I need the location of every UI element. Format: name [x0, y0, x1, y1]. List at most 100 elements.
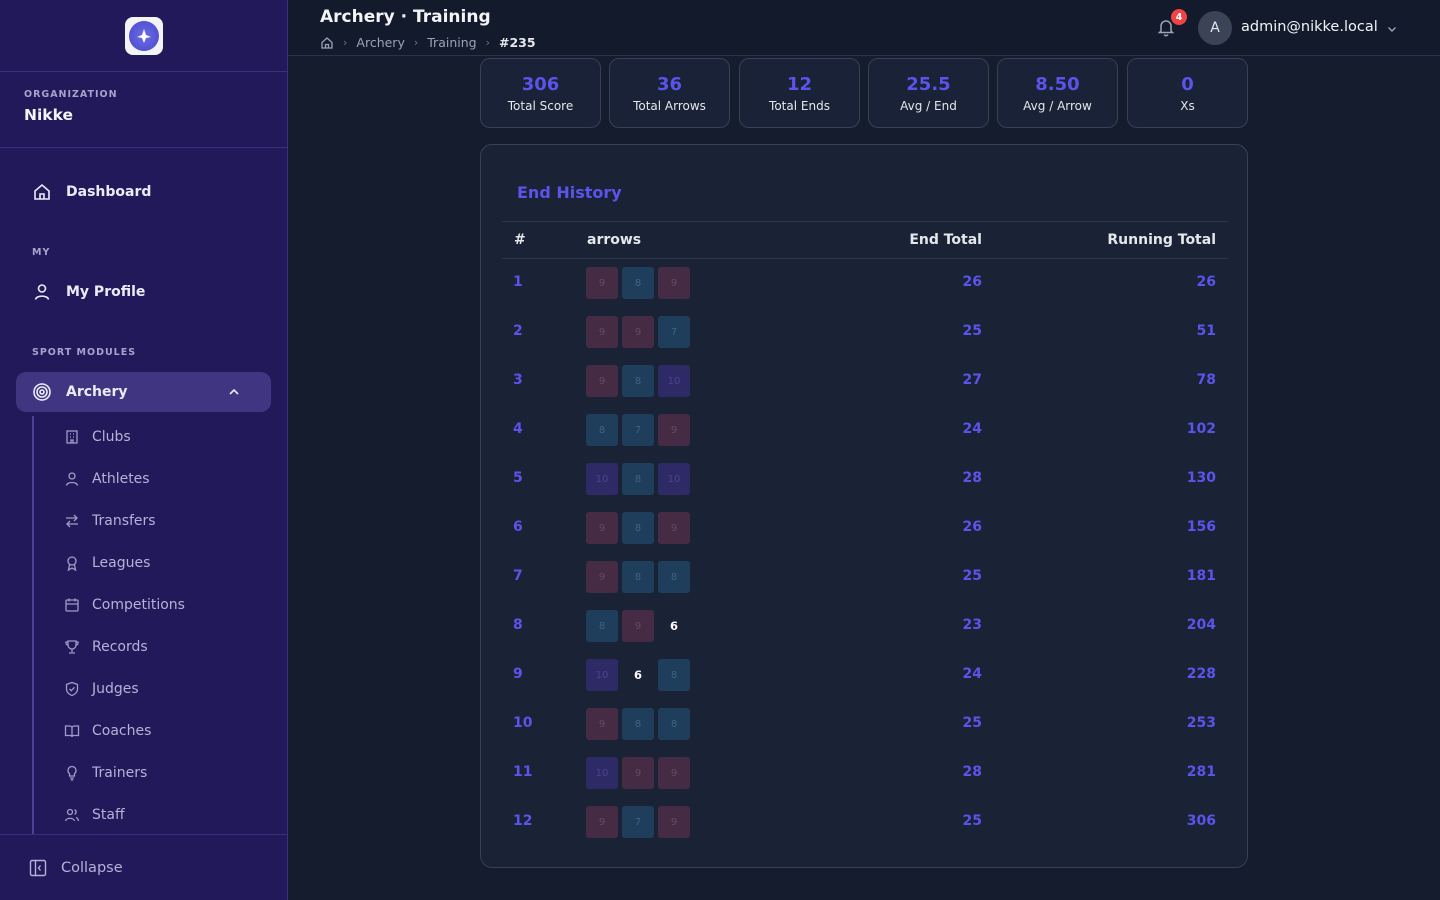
target-icon — [33, 383, 51, 401]
arrow-score-chip: 6 — [633, 668, 642, 682]
notification-badge: 4 — [1171, 9, 1187, 25]
transfer-arrows-icon — [66, 514, 78, 528]
arrow-score-chip: 10 — [658, 463, 690, 495]
table-row: 8 8 9 6 23 204 — [502, 602, 1228, 651]
sidebar: ORGANIZATION Nikke Dashboard MY My Profi… — [0, 0, 288, 900]
users-icon — [64, 808, 80, 822]
end-total: 25 — [962, 323, 982, 339]
table-row: 11 10 9 9 28 281 — [502, 749, 1228, 798]
card-title: End History — [517, 183, 622, 202]
row-number: 11 — [513, 764, 533, 780]
arrow-scores: 9 8 10 — [586, 365, 694, 397]
home-icon[interactable] — [320, 36, 334, 50]
arrow-score-chip: 8 — [622, 512, 654, 544]
breadcrumb-separator: › — [343, 36, 348, 49]
stat-label: Xs — [1180, 99, 1195, 113]
breadcrumb-training[interactable]: Training — [427, 35, 477, 50]
stat-value: 0 — [1181, 74, 1194, 95]
arrow-score-chip: 8 — [658, 708, 690, 740]
arrow-score-chip: 6 — [669, 619, 678, 633]
arrow-score-chip: 9 — [622, 316, 654, 348]
table-row: 9 10 6 8 24 228 — [502, 651, 1228, 700]
sub-item-coaches[interactable]: Coaches — [64, 716, 151, 746]
stat-total-ends: 12 Total Ends — [739, 58, 860, 128]
arrow-score-chip: 9 — [586, 316, 618, 348]
award-icon — [67, 556, 77, 571]
breadcrumb: › Archery › Training › #235 — [320, 35, 536, 50]
nav-dashboard[interactable]: Dashboard — [16, 172, 271, 212]
table-row: 5 10 8 10 28 130 — [502, 455, 1228, 504]
nav-my-profile[interactable]: My Profile — [16, 272, 271, 312]
row-number: 9 — [513, 666, 523, 682]
table-row: 6 9 8 9 26 156 — [502, 504, 1228, 553]
nav-archery[interactable]: Archery — [16, 372, 271, 412]
sub-item-athletes[interactable]: Athletes — [64, 464, 150, 494]
arrow-score-chip: 8 — [658, 561, 690, 593]
arrow-score-chip: 8 — [622, 463, 654, 495]
stat-value: 306 — [521, 74, 560, 95]
org-label: ORGANIZATION — [24, 89, 118, 100]
running-total: 306 — [1186, 813, 1216, 829]
sub-item-judges[interactable]: Judges — [64, 674, 139, 704]
table-row: 2 9 9 7 25 51 — [502, 308, 1228, 357]
stat-avg-arrow: 8.50 Avg / Arrow — [997, 58, 1118, 128]
stat-label: Total Arrows — [633, 99, 706, 113]
sub-item-label: Competitions — [92, 597, 185, 613]
running-total: 78 — [1196, 372, 1216, 388]
building-icon — [66, 430, 78, 444]
avatar[interactable]: A — [1198, 11, 1232, 45]
row-number: 1 — [513, 274, 523, 290]
arrow-scores: 10 9 9 — [586, 757, 694, 789]
breadcrumb-archery[interactable]: Archery — [356, 35, 405, 50]
collapse-button[interactable]: Collapse — [0, 834, 288, 900]
sub-item-clubs[interactable]: Clubs — [64, 422, 131, 452]
page-title: Archery · Training — [320, 7, 491, 27]
chevron-up-icon — [229, 388, 239, 395]
user-email[interactable]: admin@nikke.local — [1241, 19, 1378, 35]
row-number: 8 — [513, 617, 523, 633]
running-total: 228 — [1186, 666, 1216, 682]
stat-value: 12 — [786, 74, 813, 95]
sub-item-staff[interactable]: Staff — [64, 800, 125, 830]
row-number: 2 — [513, 323, 523, 339]
user-icon — [34, 284, 50, 300]
nav-archery-label: Archery — [66, 384, 128, 400]
section-sport-modules: SPORT MODULES — [32, 347, 137, 358]
sub-item-records[interactable]: Records — [64, 632, 148, 662]
sub-item-competitions[interactable]: Competitions — [64, 590, 185, 620]
table-row: 7 9 8 8 25 181 — [502, 553, 1228, 602]
chevron-down-icon[interactable] — [1386, 23, 1398, 35]
arrow-score-chip: 8 — [586, 610, 618, 642]
table-row: 1 9 8 9 26 26 — [502, 259, 1228, 308]
end-total: 24 — [962, 666, 982, 682]
col-end-total: End Total — [909, 232, 982, 248]
row-number: 12 — [513, 813, 533, 829]
shield-icon — [65, 681, 79, 697]
arrow-score-chip: 8 — [622, 267, 654, 299]
arrow-score-chip: 9 — [658, 267, 690, 299]
sidebar-collapse-icon — [29, 859, 47, 876]
stat-total-arrows: 36 Total Arrows — [609, 58, 730, 128]
lightbulb-icon — [67, 765, 77, 781]
sub-item-transfers[interactable]: Transfers — [64, 506, 156, 536]
arrow-score-chip: 10 — [586, 659, 618, 691]
app-logo[interactable] — [124, 16, 163, 55]
arrow-score-chip: 9 — [586, 561, 618, 593]
book-icon — [64, 725, 80, 738]
notification-button[interactable] — [1156, 17, 1176, 41]
nav-dashboard-label: Dashboard — [66, 184, 152, 200]
end-total: 28 — [962, 470, 982, 486]
col-num: # — [514, 232, 526, 248]
running-total: 156 — [1186, 519, 1216, 535]
sub-item-leagues[interactable]: Leagues — [64, 548, 150, 578]
arrow-score-chip: 9 — [586, 267, 618, 299]
running-total: 253 — [1186, 715, 1216, 731]
arrow-score-chip: 8 — [658, 659, 690, 691]
sub-item-trainers[interactable]: Trainers — [64, 758, 147, 788]
arrow-score-chip: 9 — [622, 610, 654, 642]
breadcrumb-separator: › — [485, 36, 490, 49]
table-header: # arrows End Total Running Total — [502, 221, 1228, 259]
end-total: 27 — [962, 372, 982, 388]
